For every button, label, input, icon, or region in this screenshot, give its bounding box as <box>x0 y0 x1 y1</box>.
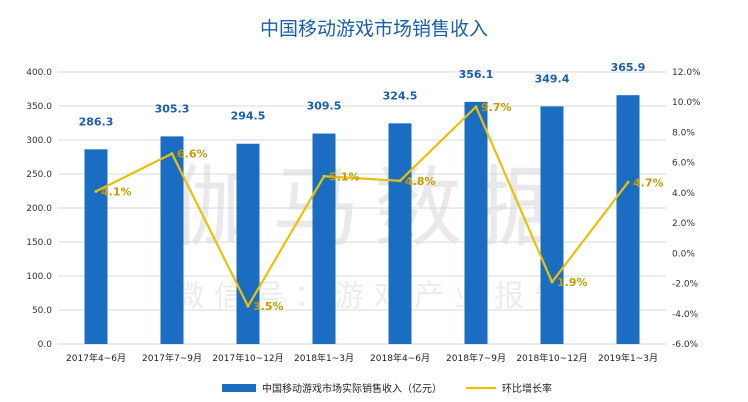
growth-rate-point <box>550 280 554 284</box>
x-category-label: 2018年4~6月 <box>370 352 430 364</box>
bar-value-label: 286.3 <box>79 115 114 128</box>
y-left-tick-label: 50.0 <box>32 306 52 316</box>
growth-rate-point <box>94 189 98 193</box>
y-left-tick-label: 250.0 <box>26 170 52 180</box>
y-left-tick-label: 200.0 <box>26 204 52 214</box>
y-left-tick-label: 150.0 <box>26 238 52 248</box>
bar-value-label: 365.9 <box>611 61 646 74</box>
bar-value-label: 349.4 <box>535 72 570 85</box>
y-left-tick-label: 0.0 <box>38 340 53 350</box>
chart-title: 中国移动游戏市场销售收入 <box>259 18 488 40</box>
x-category-label: 2019年1~3月 <box>598 352 658 364</box>
growth-rate-point <box>246 304 250 308</box>
growth-rate-label: 4.7% <box>633 176 664 189</box>
growth-rate-point <box>626 180 630 184</box>
bar <box>236 143 260 344</box>
growth-rate-label: 9.7% <box>481 101 512 114</box>
y-right-tick-label: 2.0% <box>672 219 695 229</box>
legend-label-line: 环比增长率 <box>502 382 552 395</box>
growth-rate-point <box>474 105 478 109</box>
legend-swatch-bar <box>222 384 256 392</box>
x-category-label: 2018年1~3月 <box>294 352 354 364</box>
watermark-small: 微信号：游戏产业报告 <box>174 279 574 314</box>
bar-value-label: 305.3 <box>155 102 190 115</box>
x-category-label: 2017年7~9月 <box>142 352 202 364</box>
bar <box>540 106 564 345</box>
growth-rate-line <box>95 105 629 308</box>
y-right-tick-label: 10.0% <box>672 98 701 108</box>
bar-value-label: 309.5 <box>307 100 342 113</box>
growth-rate-point <box>170 152 174 156</box>
growth-rate-label: 4.8% <box>405 175 436 188</box>
bar-value-label: 294.5 <box>231 110 266 123</box>
y-right-tick-label: 0.0% <box>672 249 695 259</box>
x-category-label: 2018年10~12月 <box>516 352 587 364</box>
bar <box>84 149 108 344</box>
y-right-tick-label: -2.0% <box>672 280 699 290</box>
x-category-label: 2017年4~6月 <box>66 352 126 364</box>
x-category-label: 2018年7~9月 <box>446 352 506 364</box>
growth-rate-label: 3.5% <box>253 300 284 313</box>
growth-rate-label: 6.6% <box>177 148 208 161</box>
bar <box>388 123 412 344</box>
y-left-tick-label: 300.0 <box>26 136 52 146</box>
bar-value-label: 324.5 <box>383 89 418 102</box>
bar <box>160 136 184 344</box>
y-left-tick-label: 100.0 <box>26 272 52 282</box>
x-category-label: 2017年10~12月 <box>212 352 283 364</box>
growth-rate-label: 1.9% <box>557 276 588 289</box>
bar <box>616 95 640 344</box>
y-left-tick-label: 350.0 <box>26 102 52 112</box>
y-right-tick-label: 4.0% <box>672 189 695 199</box>
bar <box>312 133 336 344</box>
y-left-tick-label: 400.0 <box>26 68 52 78</box>
growth-rate-label: 5.1% <box>329 170 360 183</box>
bar-value-label: 356.1 <box>459 68 494 81</box>
y-right-tick-label: 12.0% <box>672 68 701 78</box>
y-right-tick-label: -6.0% <box>672 340 699 350</box>
growth-rate-point <box>398 179 402 183</box>
y-right-tick-label: -4.0% <box>672 310 699 320</box>
y-right-tick-label: 8.0% <box>672 128 695 138</box>
legend-label-bar: 中国移动游戏市场实际销售收入（亿元） <box>262 382 442 395</box>
growth-rate-label: 4.1% <box>101 185 132 198</box>
growth-rate-point <box>322 174 326 178</box>
y-right-tick-label: 6.0% <box>672 159 695 169</box>
bar <box>464 101 488 345</box>
